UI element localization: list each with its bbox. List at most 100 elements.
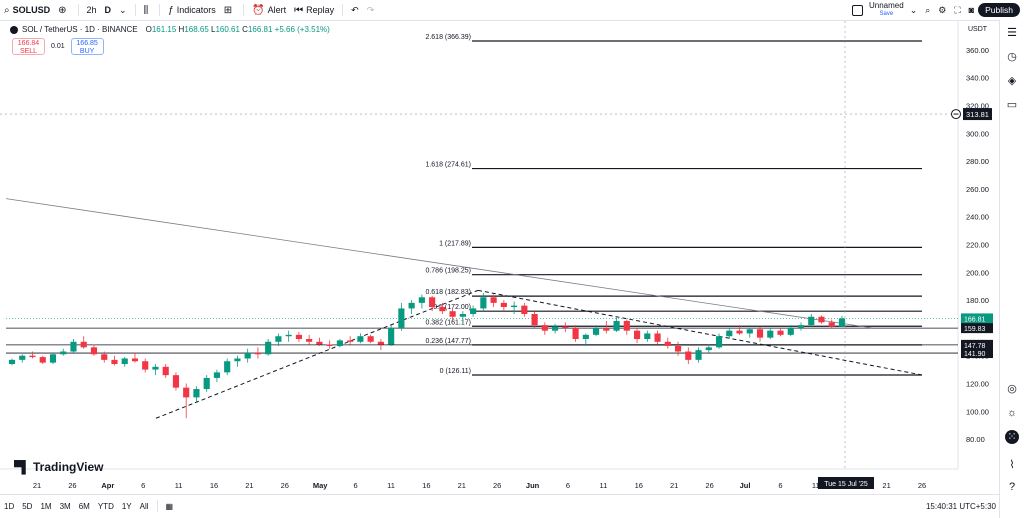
clock-readout[interactable]: 15:40:31 UTC+5:30 [925, 501, 996, 511]
chat-icon[interactable]: ▭ [1006, 99, 1018, 111]
fib-level-label: 0 (126.11) [440, 368, 471, 375]
legend-ohlc: O161.15 H168.65 L160.61 C166.81 +5.66 (+… [146, 25, 330, 34]
calendar-icon: ▦ [165, 501, 174, 511]
layers-icon[interactable]: ◈ [1007, 75, 1017, 87]
interval-2h[interactable]: 2h [86, 5, 97, 15]
candle-body [131, 358, 139, 362]
candle-body [316, 341, 323, 345]
candle-body [162, 366, 169, 376]
trend-line [5, 198, 873, 329]
quick-search-button[interactable]: ⌕ [921, 0, 934, 20]
interval-active[interactable]: D [104, 5, 112, 15]
range-ytd[interactable]: YTD [97, 501, 114, 511]
y-tick-label: 220.00 [966, 240, 989, 249]
candle-body [552, 326, 559, 331]
candle-body [726, 330, 733, 337]
layout-save-status: Save [879, 11, 894, 17]
undo-button[interactable]: ↶ [347, 0, 363, 20]
candle-body [347, 340, 354, 342]
close-label: C [242, 25, 248, 34]
divider [159, 4, 161, 16]
chart-type-button[interactable]: ⫼ [140, 0, 156, 20]
grid-icon[interactable]: ⁙ [1005, 430, 1019, 444]
date-range-button[interactable]: ▦ [162, 502, 178, 511]
x-tick-label: 26 [68, 481, 76, 490]
buy-price: 166.85 [76, 40, 98, 47]
candle-body [828, 322, 835, 327]
compare-button[interactable]: ⊕ [54, 0, 73, 20]
redo-button[interactable]: ↷ [363, 0, 379, 20]
candle-body [593, 327, 600, 335]
chart-area[interactable]: USDT 360.00 340.00 320.00 300.00 280.00 260.00… [0, 21, 1000, 510]
candle-body [244, 352, 251, 359]
settings-button[interactable]: ⚙ [934, 0, 950, 20]
candle-body [746, 329, 753, 334]
legend-title[interactable]: SOL / TetherUS · 1D · BINANCE [22, 25, 138, 34]
buy-label: BUY [79, 48, 95, 55]
buy-button[interactable]: 166.85 BUY [70, 38, 104, 55]
candle-body [29, 355, 36, 358]
undo-icon: ↶ [351, 4, 359, 15]
y-tick-label: 180.00 [966, 296, 989, 305]
candle-body [90, 347, 98, 355]
fullscreen-button[interactable]: ⛶ [950, 0, 964, 20]
candle-body [613, 320, 620, 331]
candle-body [715, 336, 723, 348]
range-1d[interactable]: 1D [4, 501, 15, 511]
symbol-search[interactable]: ⌕ SOLUSD [0, 0, 54, 20]
range-5d[interactable]: 5D [22, 501, 33, 511]
templates-button[interactable]: ⊞ [220, 0, 239, 20]
candle-body [388, 327, 395, 345]
range-1y[interactable]: 1Y [121, 501, 132, 511]
replay-button[interactable]: ⏮ Replay [290, 0, 338, 20]
layout-name-text: Unnamed [869, 1, 904, 10]
candle-body [265, 341, 272, 355]
right-sidebar: ☰ ◷ ◈ ▭ ◎ ☼ ⁙ ⌇ ? [999, 20, 1024, 518]
sell-button[interactable]: 166.84 SELL [12, 38, 45, 55]
candle-body [224, 361, 231, 373]
fib-level-label: 0.236 (147.77) [425, 338, 471, 345]
tradingview-logo[interactable]: ▀▌ TradingView [14, 460, 103, 474]
fib-level-label: 2.618 (366.39) [425, 34, 471, 41]
range-all[interactable]: All [139, 501, 149, 511]
x-tick-label: Apr [101, 481, 114, 490]
y-tick-label: 260.00 [966, 185, 989, 194]
candle-body [480, 297, 487, 309]
candle-body [808, 316, 815, 326]
x-tick-label: 26 [281, 481, 289, 490]
range-6m[interactable]: 6M [78, 501, 90, 511]
range-3m[interactable]: 3M [59, 501, 71, 511]
clock-icon[interactable]: ◷ [1007, 51, 1017, 63]
watchlist-icon[interactable]: ☰ [1007, 27, 1017, 39]
broadcast-icon[interactable]: ⌇ [1009, 459, 1015, 471]
x-tick-label: 6 [354, 481, 358, 490]
interval-dropdown[interactable]: ⌄ [115, 0, 131, 20]
snapshot-button[interactable]: ◙ [965, 0, 978, 20]
layout-select[interactable]: Unnamed Save ⌄ [848, 0, 921, 20]
target-icon[interactable]: ◎ [1007, 383, 1017, 395]
y-tick-label: 280.00 [966, 157, 989, 166]
publish-button[interactable]: Publish [978, 3, 1020, 17]
x-tick-label: 11 [812, 481, 820, 490]
candle-body [49, 354, 57, 363]
indicators-button[interactable]: ƒ Indicators [164, 0, 220, 20]
top-toolbar: ⌕ SOLUSD ⊕ 2h D ⌄ ⫼ ƒ Indicators ⊞ ⏰ Ale… [0, 0, 1024, 21]
alert-label: Alert [267, 5, 287, 15]
candle-body [80, 341, 87, 348]
candle-body [398, 308, 405, 328]
x-tick-label: 6 [566, 481, 570, 490]
indicators-label: Indicators [176, 5, 216, 15]
price-chart[interactable]: USDT 360.00 340.00 320.00 300.00 280.00 260.00… [0, 21, 1000, 510]
candle-body [572, 327, 579, 340]
dashed-trend-line [155, 289, 479, 419]
lightbulb-icon[interactable]: ☼ [1006, 407, 1018, 419]
crosshair-price-text: 313.81 [966, 110, 989, 119]
candle-body [429, 297, 436, 308]
alert-button[interactable]: ⏰ Alert [248, 0, 290, 20]
range-1m[interactable]: 1M [40, 501, 52, 511]
candle-body [377, 341, 384, 345]
candle-body [531, 313, 538, 326]
alarm-icon: ⏰ [252, 4, 265, 16]
candle-body [121, 358, 128, 365]
help-icon[interactable]: ? [1008, 481, 1016, 493]
